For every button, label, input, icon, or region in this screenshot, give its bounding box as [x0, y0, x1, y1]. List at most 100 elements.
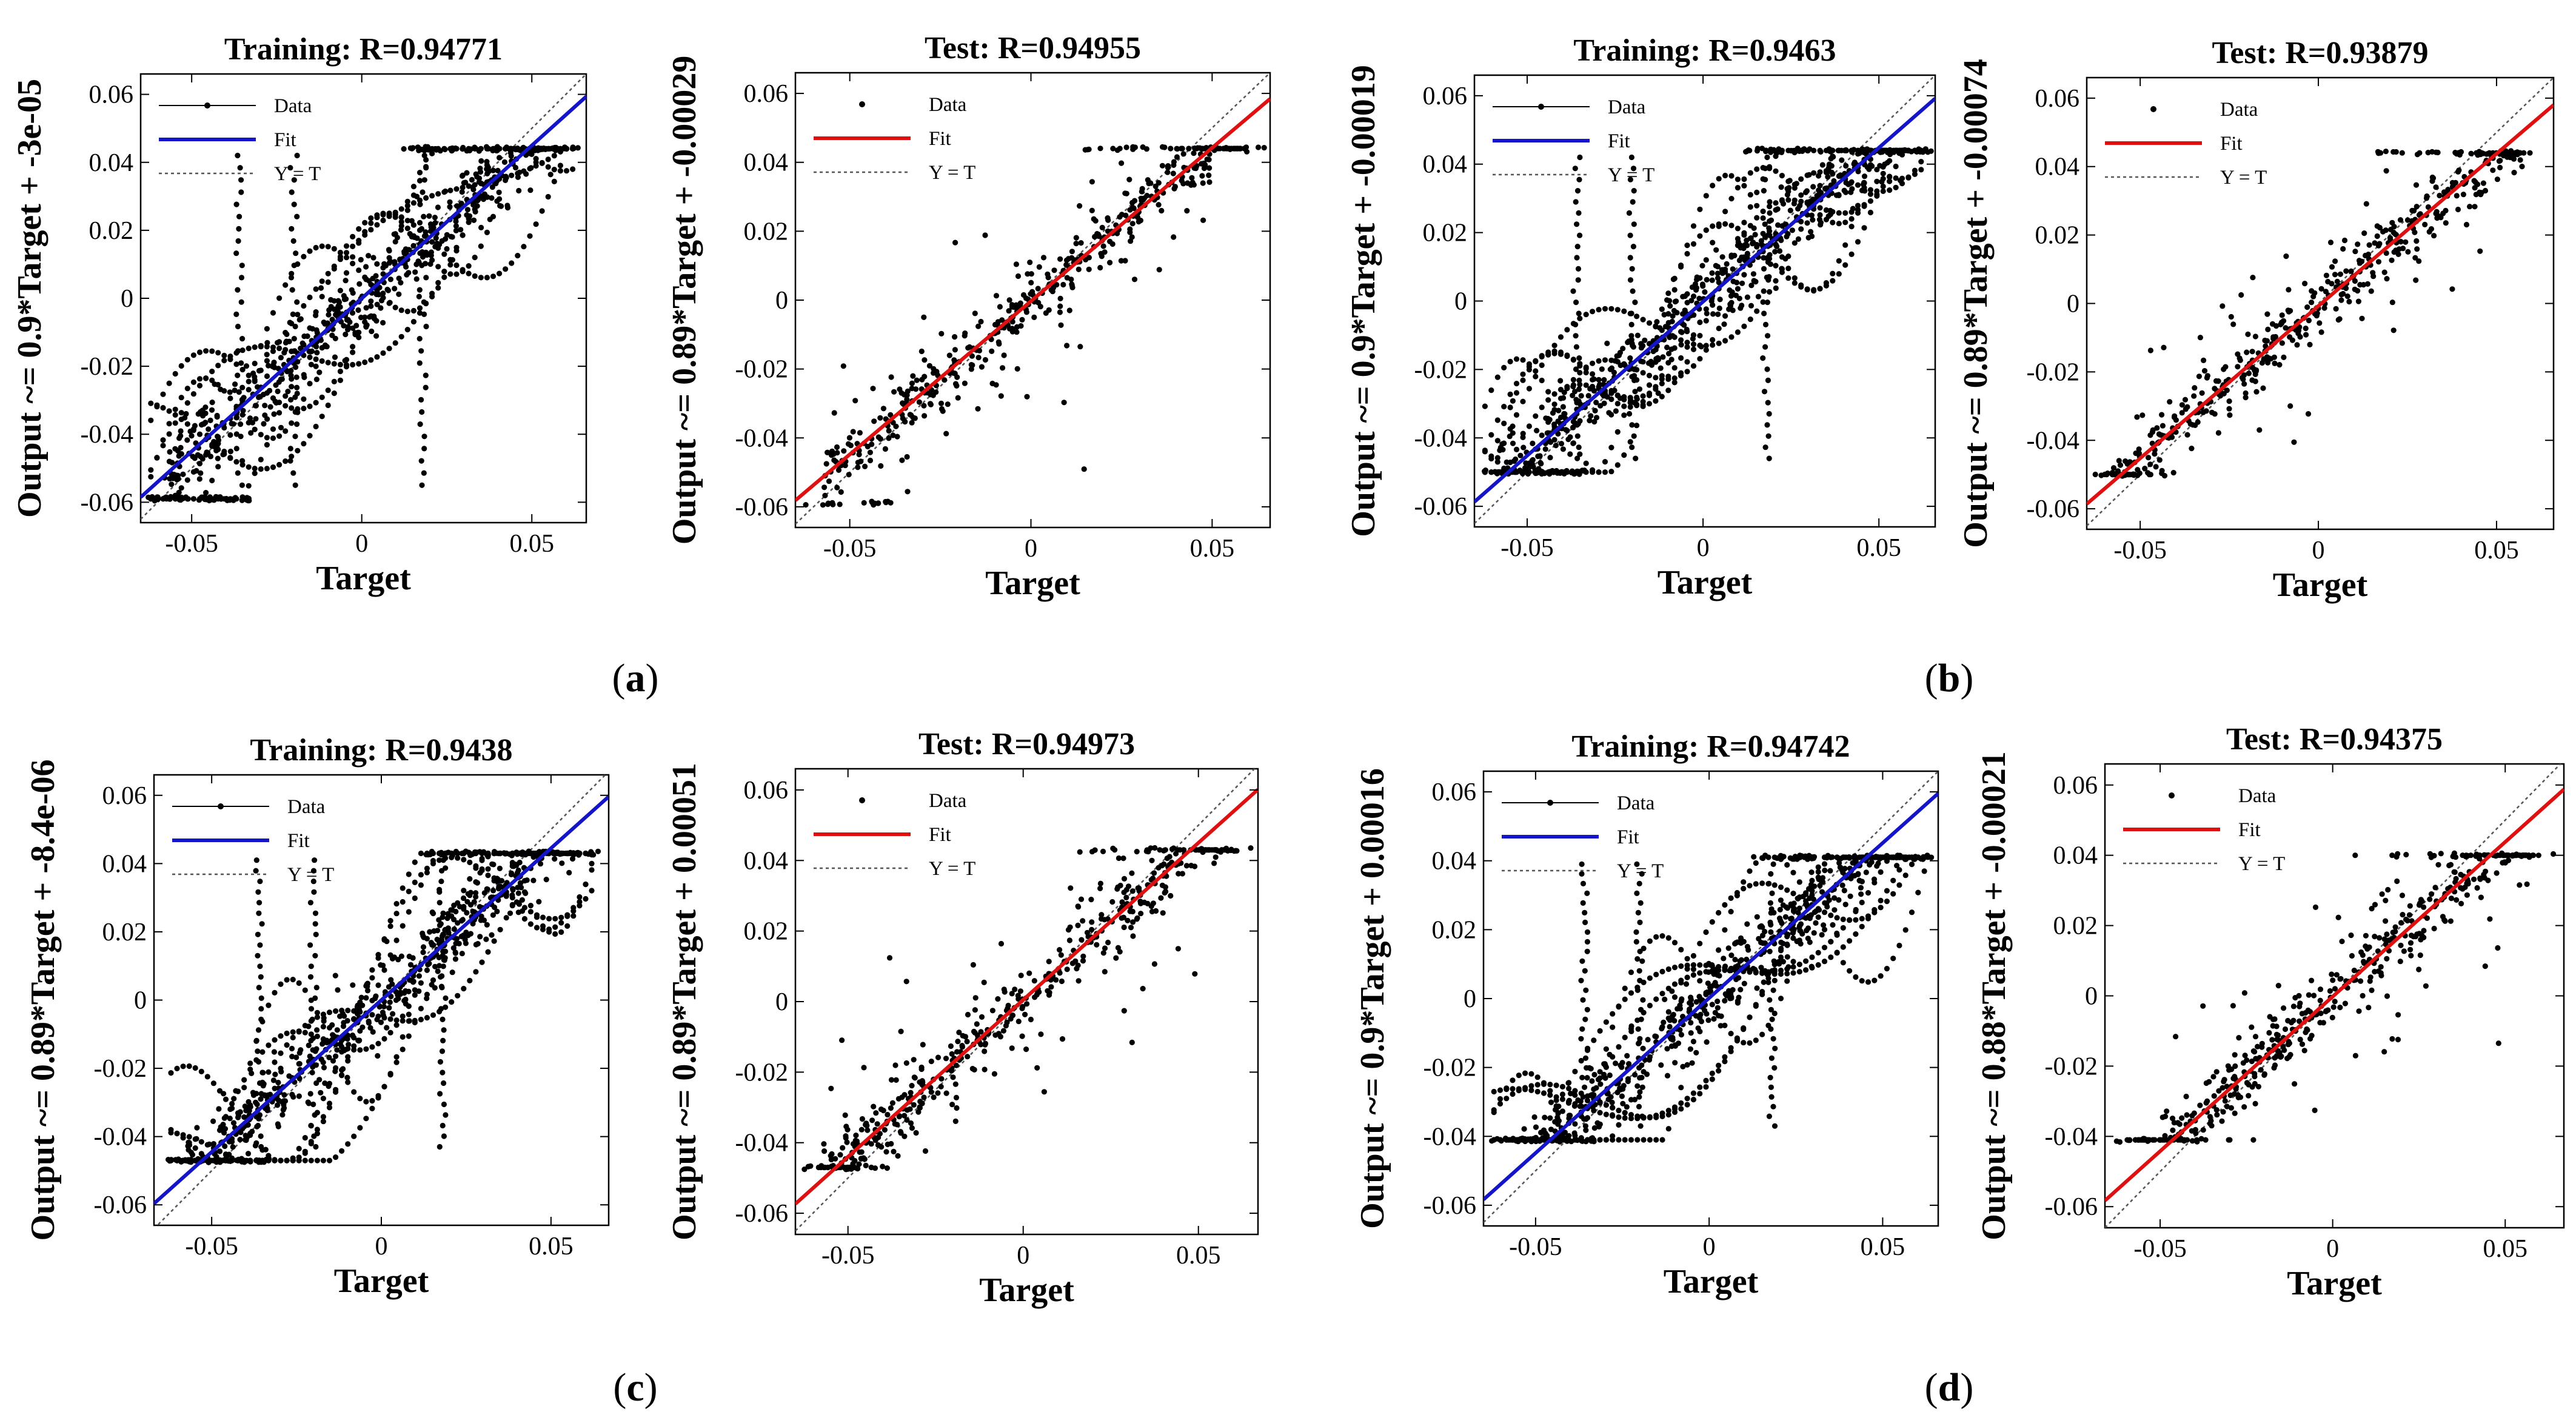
data-point — [369, 1012, 375, 1018]
data-point — [264, 390, 270, 396]
data-point — [1880, 183, 1886, 190]
data-point — [877, 436, 884, 442]
data-point — [1855, 207, 1861, 213]
data-point — [1754, 148, 1761, 154]
data-point — [972, 995, 979, 1001]
data-point — [430, 911, 437, 917]
data-point — [2403, 239, 2409, 245]
data-point — [1513, 446, 1520, 453]
data-point — [215, 455, 221, 461]
data-point — [236, 226, 242, 232]
data-point — [160, 437, 166, 443]
data-point — [552, 931, 558, 937]
data-point — [209, 497, 215, 503]
y-tick-label: -0.04 — [735, 424, 789, 452]
data-point — [2250, 275, 2256, 281]
data-point — [1715, 270, 1721, 276]
data-point — [1773, 263, 1779, 269]
data-point — [386, 260, 392, 266]
y-tick-label: 0.06 — [102, 782, 147, 810]
data-point — [397, 991, 404, 997]
data-point — [1114, 147, 1120, 153]
data-point — [484, 275, 490, 281]
data-point — [386, 346, 392, 352]
data-point — [557, 851, 563, 857]
data-point — [406, 871, 412, 877]
data-point — [292, 409, 298, 415]
data-point — [952, 239, 958, 246]
data-point — [301, 406, 307, 412]
data-point — [288, 397, 294, 403]
data-point — [2477, 248, 2483, 254]
data-point — [418, 850, 424, 857]
data-point — [1754, 203, 1760, 209]
data-point — [307, 381, 313, 387]
data-point — [190, 496, 196, 502]
data-point — [1557, 351, 1564, 357]
data-point — [2243, 390, 2249, 397]
data-point — [534, 925, 540, 931]
data-point — [453, 186, 460, 192]
data-point — [239, 263, 245, 269]
data-point — [841, 448, 847, 454]
data-point — [1762, 166, 1768, 172]
data-point — [1671, 275, 1678, 281]
data-point — [1197, 145, 1203, 151]
data-point — [2303, 326, 2309, 332]
data-point — [1608, 387, 1614, 394]
data-point — [196, 461, 203, 467]
data-point — [1119, 160, 1125, 166]
data-point — [430, 224, 437, 230]
data-point — [356, 329, 362, 335]
data-point — [575, 849, 581, 855]
data-point — [2226, 406, 2232, 412]
data-point — [407, 145, 413, 151]
data-point — [1043, 310, 1049, 316]
data-point — [1510, 398, 1516, 404]
data-point — [441, 1133, 447, 1139]
data-point — [412, 1019, 418, 1026]
data-point — [2511, 156, 2517, 162]
data-point — [319, 278, 325, 284]
data-point — [278, 424, 284, 430]
data-point — [1798, 284, 1804, 290]
data-point — [527, 909, 534, 915]
data-point — [1501, 364, 1507, 371]
data-point — [1028, 280, 1034, 286]
data-point — [1599, 366, 1605, 372]
data-point — [430, 942, 437, 948]
data-point — [2262, 337, 2268, 344]
data-point — [1779, 173, 1785, 179]
data-point — [256, 1080, 263, 1086]
data-point — [1690, 341, 1697, 347]
data-point — [270, 348, 276, 355]
data-point — [459, 951, 465, 957]
data-point — [564, 923, 570, 929]
data-point — [1574, 188, 1581, 194]
data-point — [327, 1025, 333, 1031]
data-point — [2287, 334, 2293, 340]
data-point — [341, 1013, 347, 1019]
data-point — [461, 857, 467, 863]
x-axis-label: Target — [985, 564, 1080, 602]
data-point — [148, 474, 154, 480]
data-point — [443, 1004, 449, 1010]
data-point — [1089, 207, 1095, 213]
data-point — [152, 498, 158, 504]
data-point — [1608, 357, 1614, 363]
y-tick-label: 0.04 — [744, 149, 789, 177]
data-point — [1547, 455, 1553, 461]
data-point — [320, 1011, 327, 1017]
data-point — [209, 477, 215, 484]
data-point — [1590, 377, 1596, 383]
data-point — [880, 406, 886, 412]
data-point — [255, 1122, 261, 1129]
data-point — [386, 1005, 392, 1011]
data-point — [421, 433, 427, 440]
data-point — [1576, 386, 1582, 392]
data-point — [1822, 186, 1828, 192]
data-point — [1629, 266, 1635, 272]
data-point — [1747, 204, 1753, 210]
data-point — [464, 170, 470, 176]
data-point — [363, 264, 369, 270]
